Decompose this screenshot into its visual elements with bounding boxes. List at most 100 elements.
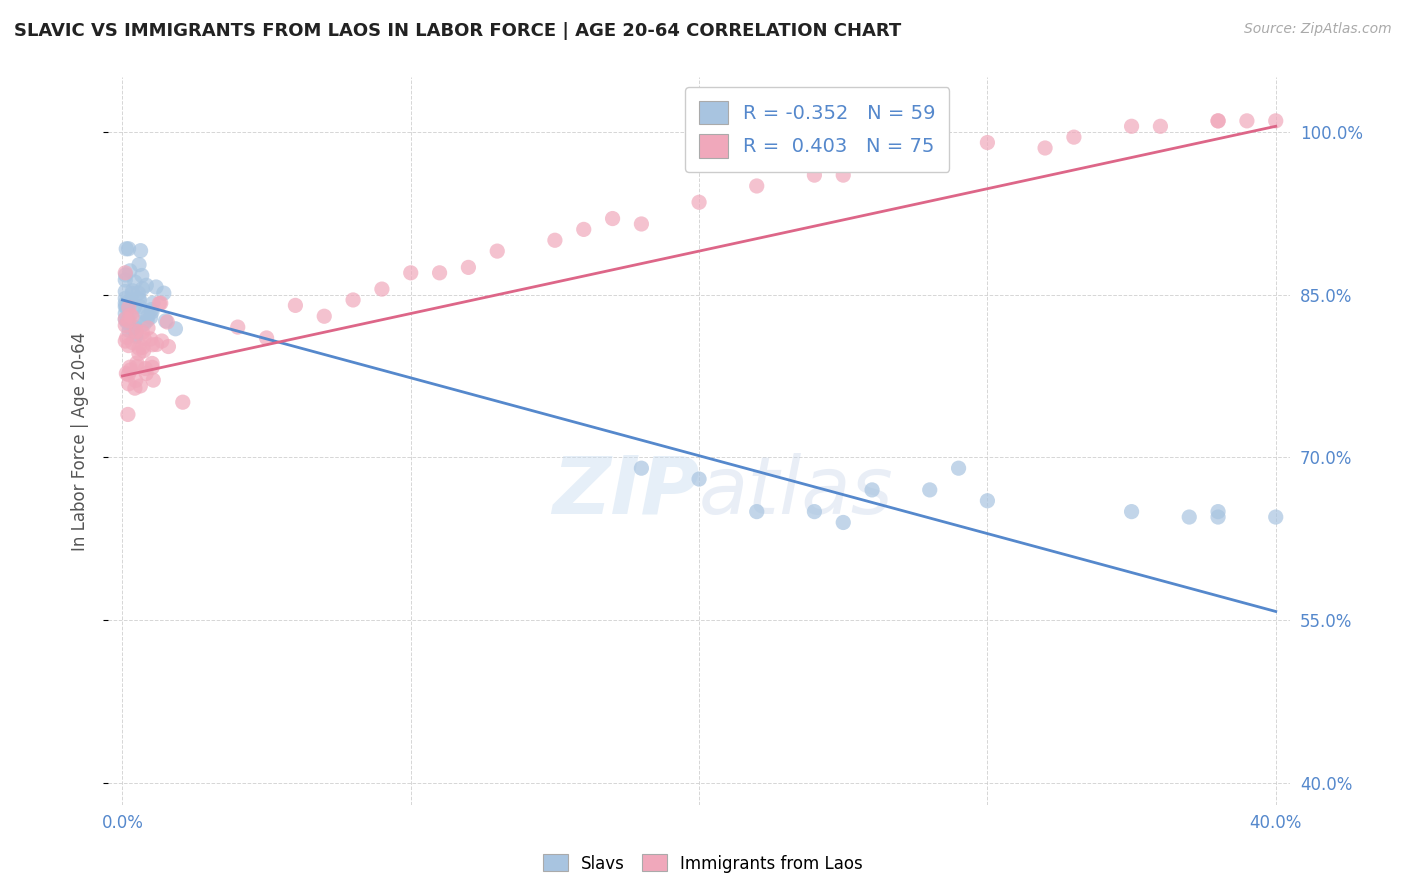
- Point: [860, 483, 883, 497]
- Point: [832, 168, 855, 182]
- Point: [918, 483, 941, 497]
- Point: [803, 168, 825, 182]
- Point: [148, 296, 170, 310]
- Point: [115, 315, 138, 329]
- Point: [131, 326, 153, 340]
- Point: [832, 516, 855, 530]
- Point: [134, 361, 156, 376]
- Legend: R = -0.352   N = 59, R =  0.403   N = 75: R = -0.352 N = 59, R = 0.403 N = 75: [685, 87, 949, 171]
- Point: [399, 266, 422, 280]
- Point: [117, 338, 139, 352]
- Point: [114, 300, 136, 314]
- Point: [314, 310, 336, 324]
- Point: [132, 317, 155, 331]
- Point: [120, 308, 142, 322]
- Text: atlas: atlas: [699, 453, 894, 531]
- Point: [572, 222, 595, 236]
- Point: [125, 325, 148, 339]
- Point: [127, 359, 149, 374]
- Point: [135, 367, 157, 381]
- Point: [115, 300, 138, 314]
- Point: [141, 356, 163, 370]
- Point: [127, 286, 149, 301]
- Point: [114, 312, 136, 326]
- Point: [124, 313, 146, 327]
- Point: [128, 341, 150, 355]
- Point: [1264, 510, 1286, 524]
- Point: [125, 329, 148, 343]
- Point: [918, 157, 941, 171]
- Point: [114, 318, 136, 333]
- Point: [121, 286, 143, 301]
- Point: [1121, 505, 1143, 519]
- Point: [124, 381, 146, 395]
- Point: [486, 244, 509, 259]
- Point: [139, 310, 162, 325]
- Point: [145, 337, 167, 351]
- Point: [371, 282, 394, 296]
- Point: [115, 330, 138, 344]
- Point: [124, 275, 146, 289]
- Point: [1264, 113, 1286, 128]
- Point: [630, 461, 652, 475]
- Point: [117, 408, 139, 422]
- Point: [114, 268, 136, 282]
- Point: [120, 363, 142, 377]
- Point: [165, 322, 187, 336]
- Point: [124, 300, 146, 314]
- Point: [142, 373, 165, 387]
- Point: [256, 331, 278, 345]
- Legend: Slavs, Immigrants from Laos: Slavs, Immigrants from Laos: [536, 847, 870, 880]
- Point: [117, 242, 139, 256]
- Point: [284, 298, 307, 312]
- Point: [1206, 510, 1229, 524]
- Point: [1149, 120, 1171, 134]
- Point: [141, 305, 163, 319]
- Point: [118, 301, 141, 315]
- Point: [114, 312, 136, 326]
- Point: [117, 297, 139, 311]
- Point: [688, 195, 710, 210]
- Point: [134, 306, 156, 320]
- Point: [136, 313, 159, 327]
- Point: [128, 258, 150, 272]
- Point: [139, 332, 162, 346]
- Point: [117, 314, 139, 328]
- Point: [602, 211, 624, 226]
- Point: [118, 376, 141, 391]
- Point: [1206, 113, 1229, 128]
- Point: [145, 280, 167, 294]
- Point: [125, 324, 148, 338]
- Text: SLAVIC VS IMMIGRANTS FROM LAOS IN LABOR FORCE | AGE 20-64 CORRELATION CHART: SLAVIC VS IMMIGRANTS FROM LAOS IN LABOR …: [14, 22, 901, 40]
- Point: [114, 306, 136, 320]
- Point: [124, 373, 146, 387]
- Point: [129, 379, 152, 393]
- Point: [226, 320, 249, 334]
- Point: [976, 493, 998, 508]
- Point: [948, 461, 970, 475]
- Point: [114, 296, 136, 310]
- Point: [457, 260, 479, 275]
- Point: [803, 505, 825, 519]
- Point: [1236, 113, 1258, 128]
- Point: [121, 335, 143, 350]
- Point: [976, 136, 998, 150]
- Point: [1206, 113, 1229, 128]
- Point: [131, 340, 153, 354]
- Point: [890, 152, 912, 166]
- Point: [118, 264, 141, 278]
- Point: [114, 285, 136, 299]
- Point: [128, 293, 150, 307]
- Point: [124, 320, 146, 334]
- Point: [125, 328, 148, 343]
- Point: [131, 282, 153, 296]
- Point: [1178, 510, 1201, 524]
- Point: [132, 343, 155, 358]
- Point: [128, 300, 150, 314]
- Point: [1206, 505, 1229, 519]
- Point: [745, 505, 768, 519]
- Point: [132, 331, 155, 345]
- Point: [544, 233, 567, 247]
- Point: [136, 309, 159, 323]
- Point: [150, 334, 173, 348]
